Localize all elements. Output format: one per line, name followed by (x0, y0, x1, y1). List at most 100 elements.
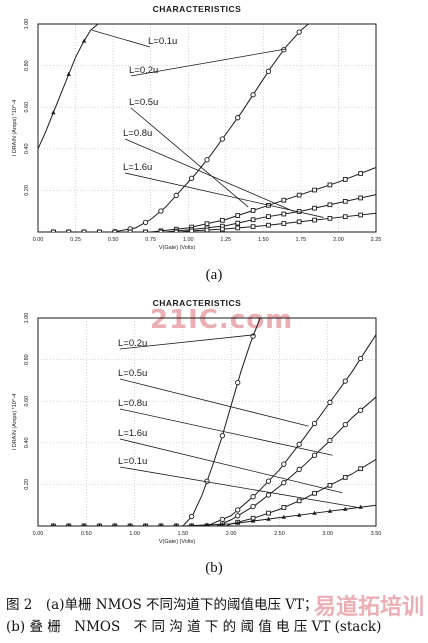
data-point-circle (235, 115, 241, 121)
data-point-triangle (159, 523, 163, 526)
x-tick-label: 0.75 (145, 237, 156, 243)
plot-frame (37, 23, 377, 233)
sublabel-b: (b) (205, 560, 223, 576)
data-point-square (312, 205, 317, 211)
data-point-square (235, 220, 241, 226)
series-leader-line (119, 408, 333, 456)
data-point-circle (142, 219, 149, 226)
series-leader-line (91, 29, 151, 48)
series-label: L=0.5u (129, 97, 158, 108)
data-point-square (281, 197, 287, 203)
data-point-circle (311, 452, 318, 458)
data-point-square (235, 225, 241, 231)
data-point-circle (204, 157, 210, 163)
series-L=1.6u (38, 459, 376, 526)
data-point-triangle (266, 516, 271, 521)
series-line (38, 504, 376, 526)
x-tick-label: 3.00 (322, 531, 333, 537)
data-point-square (250, 208, 256, 213)
data-point-square (235, 213, 241, 218)
data-point-circle (173, 192, 179, 198)
y-tick-label: 0.20 (24, 479, 30, 490)
x-tick-label: 1.25 (220, 237, 231, 243)
data-point-square (312, 187, 317, 193)
chart-title: CHARACTERISTICS (153, 298, 242, 308)
series-line (38, 396, 376, 526)
series-L=0.2u (38, 24, 309, 232)
plot-frame (37, 317, 377, 527)
data-point-square (342, 199, 348, 204)
caption-line-1: 图 2 (a)单栅 NMOS 不同沟道下的阈值电压 VT； (6, 597, 318, 613)
y-tick-label: 0.40 (24, 143, 30, 154)
data-point-square (266, 510, 271, 516)
data-point-square (342, 177, 348, 182)
data-point-square (358, 466, 363, 472)
series-label: L=0.1u (148, 36, 177, 47)
chart-panel-a: CHARACTERISTICS 0.00 0.25 0.50 0.75 1.00 1.25 1… (0, 0, 428, 292)
series-L=1.6u (38, 212, 376, 232)
x-tick-label: 0.50 (108, 237, 119, 243)
x-tick-label: 1.00 (129, 531, 140, 537)
data-point-triangle (205, 522, 209, 526)
x-tick-label: 1.00 (183, 237, 194, 243)
data-point-triangle (67, 523, 71, 526)
data-point-square (296, 219, 302, 225)
series-line (38, 459, 376, 526)
series-leader-line (119, 466, 357, 508)
data-point-circle (265, 492, 272, 498)
caption-line-2: (b) 叠 栅 NMOS 不 同 沟 道 下 的 阈 值 电 压 VT (sta… (6, 619, 382, 635)
series-label: L=0.8u (118, 398, 147, 409)
y-tick-label: 1.00 (24, 19, 30, 30)
y-tick-label: 1.00 (24, 313, 30, 324)
data-point-circle (357, 407, 364, 413)
data-point-triangle (52, 523, 55, 526)
data-point-triangle (358, 504, 363, 509)
data-point-square (342, 475, 348, 480)
x-tick-label: 2.50 (274, 531, 285, 537)
y-axis-label: I DRAIN (Amps) *10^-4 (12, 100, 18, 157)
data-point-triangle (144, 523, 147, 526)
series-L=0.2u (38, 318, 261, 526)
series-L=0.8u (38, 396, 376, 526)
data-point-square (327, 482, 333, 488)
data-point-square (51, 229, 56, 232)
data-point-square (358, 195, 363, 201)
x-tick-label: 2.00 (226, 531, 237, 537)
x-tick-label: 0.25 (70, 237, 81, 243)
data-point-square (327, 182, 333, 188)
series-leader-line (119, 378, 309, 427)
data-point-circle (250, 503, 256, 510)
series-leader-line (130, 107, 249, 208)
data-point-triangle (190, 523, 194, 526)
data-point-triangle (128, 523, 132, 526)
data-point-square (220, 217, 225, 223)
data-point-square (66, 229, 72, 232)
data-point-circle (342, 378, 348, 384)
data-point-square (281, 221, 287, 226)
series-leader-line (124, 172, 324, 218)
series-leader-line (124, 138, 294, 212)
data-point-square (327, 202, 333, 208)
data-point-square (312, 217, 317, 223)
data-point-square (204, 227, 210, 232)
data-point-circle (357, 355, 364, 362)
data-point-circle (188, 513, 195, 520)
x-tick-label: 0.50 (81, 531, 92, 537)
data-point-circle (235, 380, 241, 386)
data-point-circle (219, 136, 226, 142)
y-tick-label: 0.60 (24, 102, 30, 113)
series-L=0.5u (38, 334, 376, 526)
x-tick-label: 1.50 (177, 531, 188, 537)
data-point-triangle (250, 518, 256, 523)
x-tick-label: 2.25 (371, 237, 382, 243)
data-point-triangle (327, 508, 333, 513)
y-tick-label: 0.60 (24, 396, 30, 407)
data-point-square (358, 171, 363, 176)
data-point-circle (296, 441, 302, 447)
data-point-square (296, 498, 302, 504)
data-point-square (127, 229, 133, 232)
data-point-circle (296, 29, 302, 35)
data-point-triangle (82, 523, 86, 526)
series-label: L=1.6u (123, 162, 152, 173)
data-point-square (281, 505, 287, 510)
